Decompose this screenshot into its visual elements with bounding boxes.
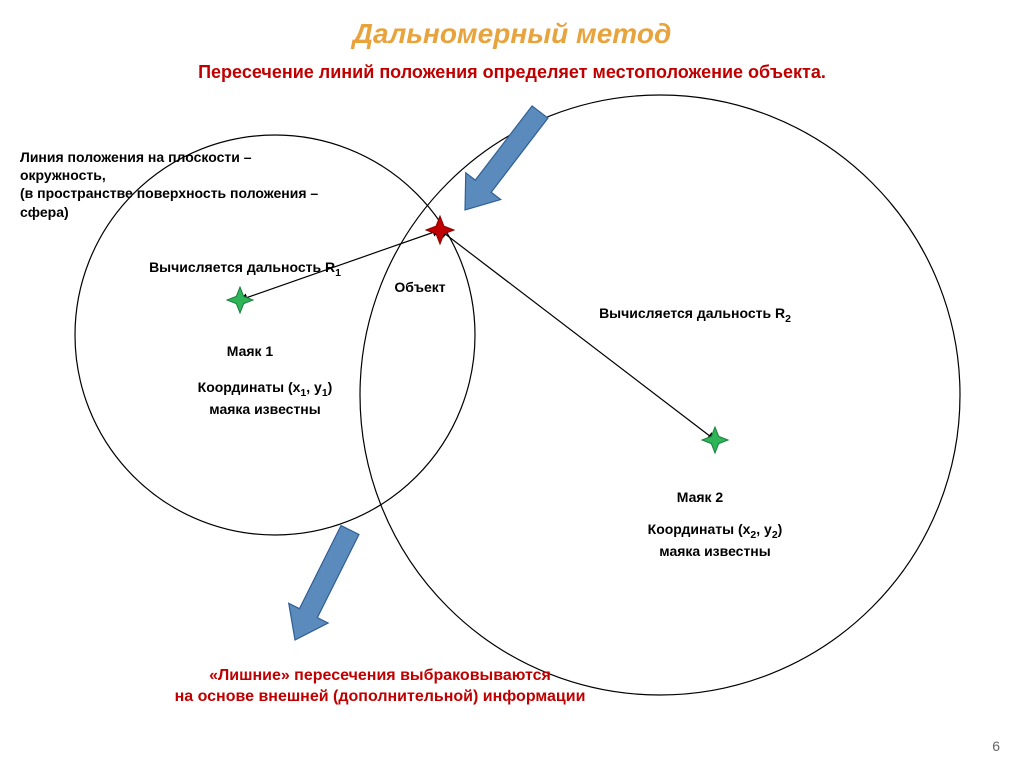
- ann-r1: Вычисляется дальность R1: [120, 258, 370, 280]
- ann-beacon2: Маяк 2: [660, 488, 740, 506]
- ann-beacon1: Маяк 1: [210, 342, 290, 360]
- ann-object: Объект: [380, 278, 460, 296]
- ann-plane-sphere: Линия положения на плоскости – окружност…: [20, 148, 340, 221]
- ann-coord1: Координаты (x1, y1)маяка известны: [165, 378, 365, 419]
- diagram-svg: [0, 0, 1024, 768]
- ann-r2: Вычисляется дальность R2: [570, 304, 820, 326]
- footer-text: «Лишние» пересечения выбраковываются на …: [80, 666, 680, 708]
- ann-coord2: Координаты (x2, y2)маяка известны: [615, 520, 815, 561]
- page-number: 6: [992, 738, 1000, 754]
